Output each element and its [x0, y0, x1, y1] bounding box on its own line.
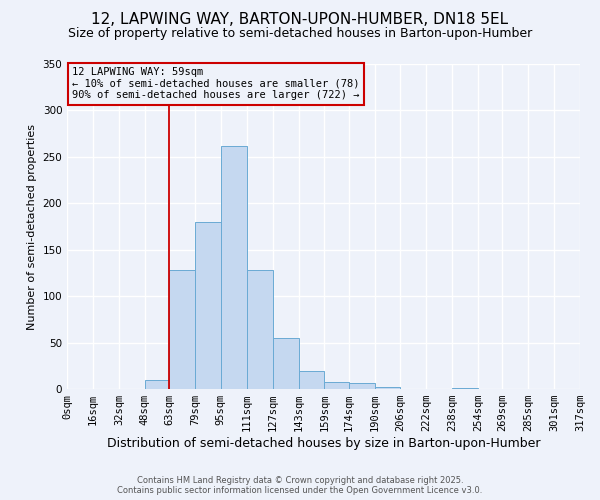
Text: Size of property relative to semi-detached houses in Barton-upon-Humber: Size of property relative to semi-detach… — [68, 28, 532, 40]
X-axis label: Distribution of semi-detached houses by size in Barton-upon-Humber: Distribution of semi-detached houses by … — [107, 437, 541, 450]
Bar — [374, 387, 400, 389]
Bar — [247, 270, 272, 389]
Y-axis label: Number of semi-detached properties: Number of semi-detached properties — [27, 124, 37, 330]
Bar — [169, 270, 195, 389]
Bar — [299, 370, 325, 389]
Bar — [325, 382, 349, 389]
Bar — [145, 380, 169, 389]
Bar — [195, 222, 221, 389]
Text: Contains HM Land Registry data © Crown copyright and database right 2025.
Contai: Contains HM Land Registry data © Crown c… — [118, 476, 482, 495]
Bar — [452, 388, 478, 389]
Bar — [272, 338, 299, 389]
Bar — [349, 382, 374, 389]
Text: 12 LAPWING WAY: 59sqm
← 10% of semi-detached houses are smaller (78)
90% of semi: 12 LAPWING WAY: 59sqm ← 10% of semi-deta… — [72, 68, 360, 100]
Bar — [221, 146, 247, 389]
Text: 12, LAPWING WAY, BARTON-UPON-HUMBER, DN18 5EL: 12, LAPWING WAY, BARTON-UPON-HUMBER, DN1… — [91, 12, 509, 28]
